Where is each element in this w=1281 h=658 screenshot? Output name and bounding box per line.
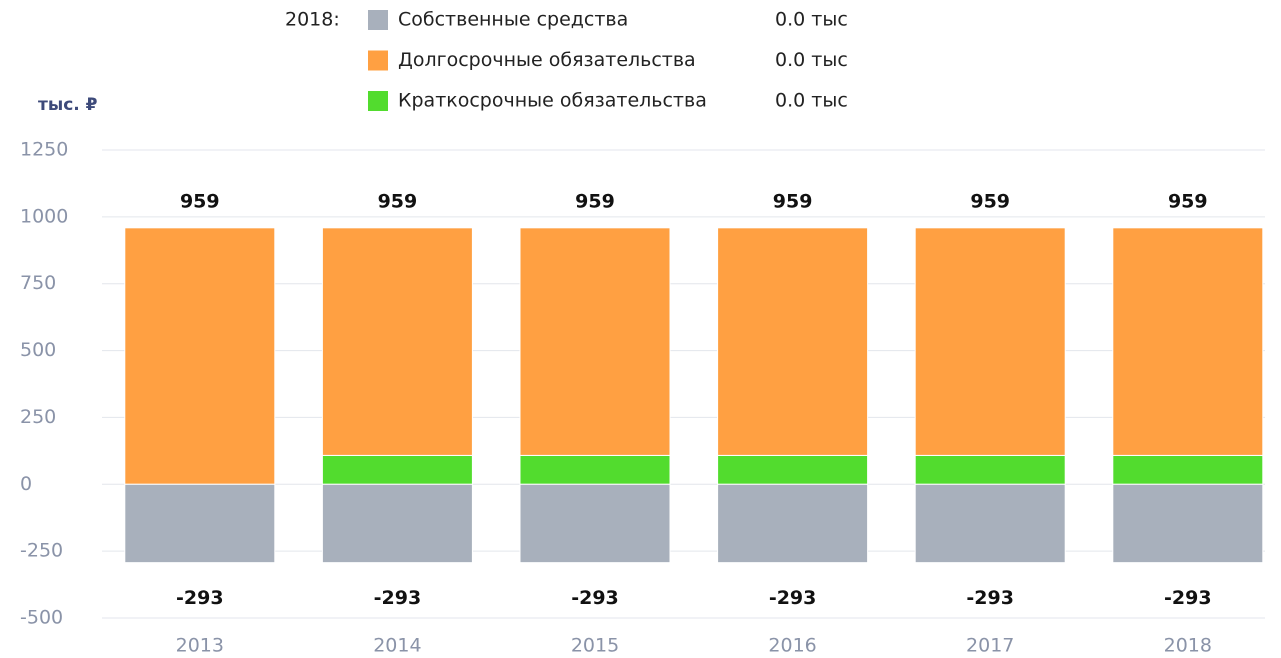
total-label: 959	[575, 190, 615, 212]
bar-segment	[717, 483, 869, 564]
y-tick-label: 500	[20, 339, 56, 361]
y-tick-label: 1250	[20, 139, 68, 161]
x-tick-label: 2017	[966, 635, 1014, 657]
negative-total-label: -293	[374, 587, 422, 609]
y-axis-label: тыс. ₽	[38, 95, 98, 115]
bar-segment	[321, 454, 473, 485]
bar-segment	[914, 227, 1066, 456]
bar-segment	[1112, 454, 1264, 485]
y-tick-label: 250	[20, 406, 56, 428]
legend-swatch	[368, 91, 388, 111]
negative-total-label: -293	[571, 587, 619, 609]
y-tick-label: 750	[20, 272, 56, 294]
legend-title: 2018:	[285, 9, 340, 31]
bar-segment	[321, 483, 473, 564]
x-tick-label: 2016	[768, 635, 816, 657]
bar-segment	[519, 227, 671, 456]
legend-swatch	[368, 10, 388, 30]
y-tick-label: 0	[20, 473, 32, 495]
bar-segment	[1112, 483, 1264, 564]
total-label: 959	[970, 190, 1010, 212]
legend-value: 0.0 тыс	[775, 9, 848, 31]
bar-segment	[124, 227, 276, 485]
negative-total-label: -293	[1164, 587, 1212, 609]
negative-total-label: -293	[769, 587, 817, 609]
bar-segment	[914, 483, 1066, 564]
legend-label: Долгосрочные обязательства	[398, 49, 696, 71]
x-tick-label: 2015	[571, 635, 619, 657]
total-label: 959	[1168, 190, 1208, 212]
bar-segment	[124, 483, 276, 564]
bar-segment	[717, 454, 869, 485]
legend-value: 0.0 тыс	[775, 49, 848, 71]
total-label: 959	[773, 190, 813, 212]
y-tick-label: -250	[20, 540, 63, 562]
legend-label: Собственные средства	[398, 9, 628, 31]
x-tick-label: 2013	[176, 635, 224, 657]
legend-label: Краткосрочные обязательства	[398, 90, 707, 112]
bar-segment	[321, 227, 473, 456]
x-tick-label: 2018	[1164, 635, 1212, 657]
legend-value: 0.0 тыс	[775, 90, 848, 112]
bar-segment	[1112, 227, 1264, 456]
total-label: 959	[378, 190, 418, 212]
bar-segment	[914, 454, 1066, 485]
bar-segment	[519, 483, 671, 564]
bar-segment	[519, 454, 671, 485]
bar-segment	[717, 227, 869, 456]
y-tick-label: -500	[20, 607, 63, 629]
legend-swatch	[368, 50, 388, 71]
x-tick-label: 2014	[373, 635, 421, 657]
negative-total-label: -293	[176, 587, 224, 609]
total-label: 959	[180, 190, 220, 212]
y-tick-label: 1000	[20, 205, 68, 227]
negative-total-label: -293	[966, 587, 1014, 609]
